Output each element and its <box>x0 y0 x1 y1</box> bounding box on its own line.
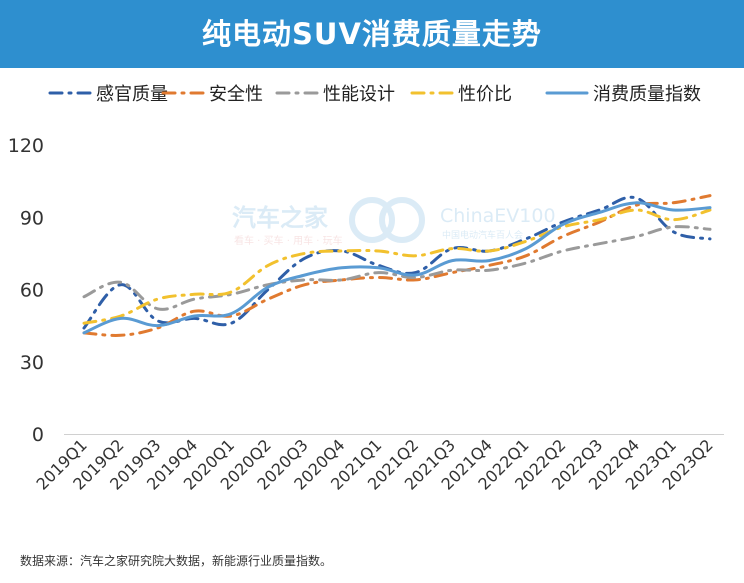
series-line <box>82 201 712 335</box>
plot-area <box>82 194 712 337</box>
series-1 <box>82 195 712 330</box>
legend: 感官质量 安全性 性能设计 性价比 消费质量指数 <box>48 84 701 105</box>
y-axis: 120 90 60 30 0 <box>8 135 44 446</box>
watermark-brand2: ChinaEV100 <box>440 205 556 227</box>
y-tick-label: 30 <box>20 352 44 374</box>
x-axis: 2019Q12019Q22019Q32019Q42020Q12020Q22020… <box>32 435 716 493</box>
watermark: 汽车之家 看车 · 买车 · 用车 · 玩车 ChinaEV100 中国电动汽车… <box>232 197 556 247</box>
legend-label: 消费质量指数 <box>593 84 701 105</box>
legend-label: 感官质量 <box>96 84 168 105</box>
series-5 <box>82 201 712 335</box>
watermark-brand2-sub: 中国电动汽车百人会 <box>442 229 523 241</box>
legend-label: 安全性 <box>209 84 263 105</box>
series-line <box>82 208 712 325</box>
y-tick-label: 0 <box>32 424 44 446</box>
series-3 <box>82 225 712 311</box>
series-line <box>82 194 712 337</box>
source-note: 数据来源：汽车之家研究院大数据，新能源行业质量指数。 <box>20 554 333 568</box>
series-line <box>82 225 712 311</box>
y-tick-label: 120 <box>8 135 44 157</box>
series-2 <box>82 194 712 337</box>
y-tick-label: 60 <box>20 280 44 302</box>
y-tick-label: 90 <box>20 207 44 229</box>
watermark-brand-sub: 看车 · 买车 · 用车 · 玩车 <box>234 234 343 247</box>
series-line <box>82 195 712 330</box>
title-banner <box>0 0 744 68</box>
series-4 <box>82 208 712 325</box>
chart-title: 纯电动SUV消费质量走势 <box>202 17 542 51</box>
legend-label: 性价比 <box>458 84 512 105</box>
watermark-logo-icon <box>349 197 425 243</box>
watermark-brand: 汽车之家 <box>232 204 328 232</box>
line-chart: 汽车之家 看车 · 买车 · 用车 · 玩车 ChinaEV100 中国电动汽车… <box>8 84 724 494</box>
legend-label: 性能设计 <box>323 84 395 105</box>
